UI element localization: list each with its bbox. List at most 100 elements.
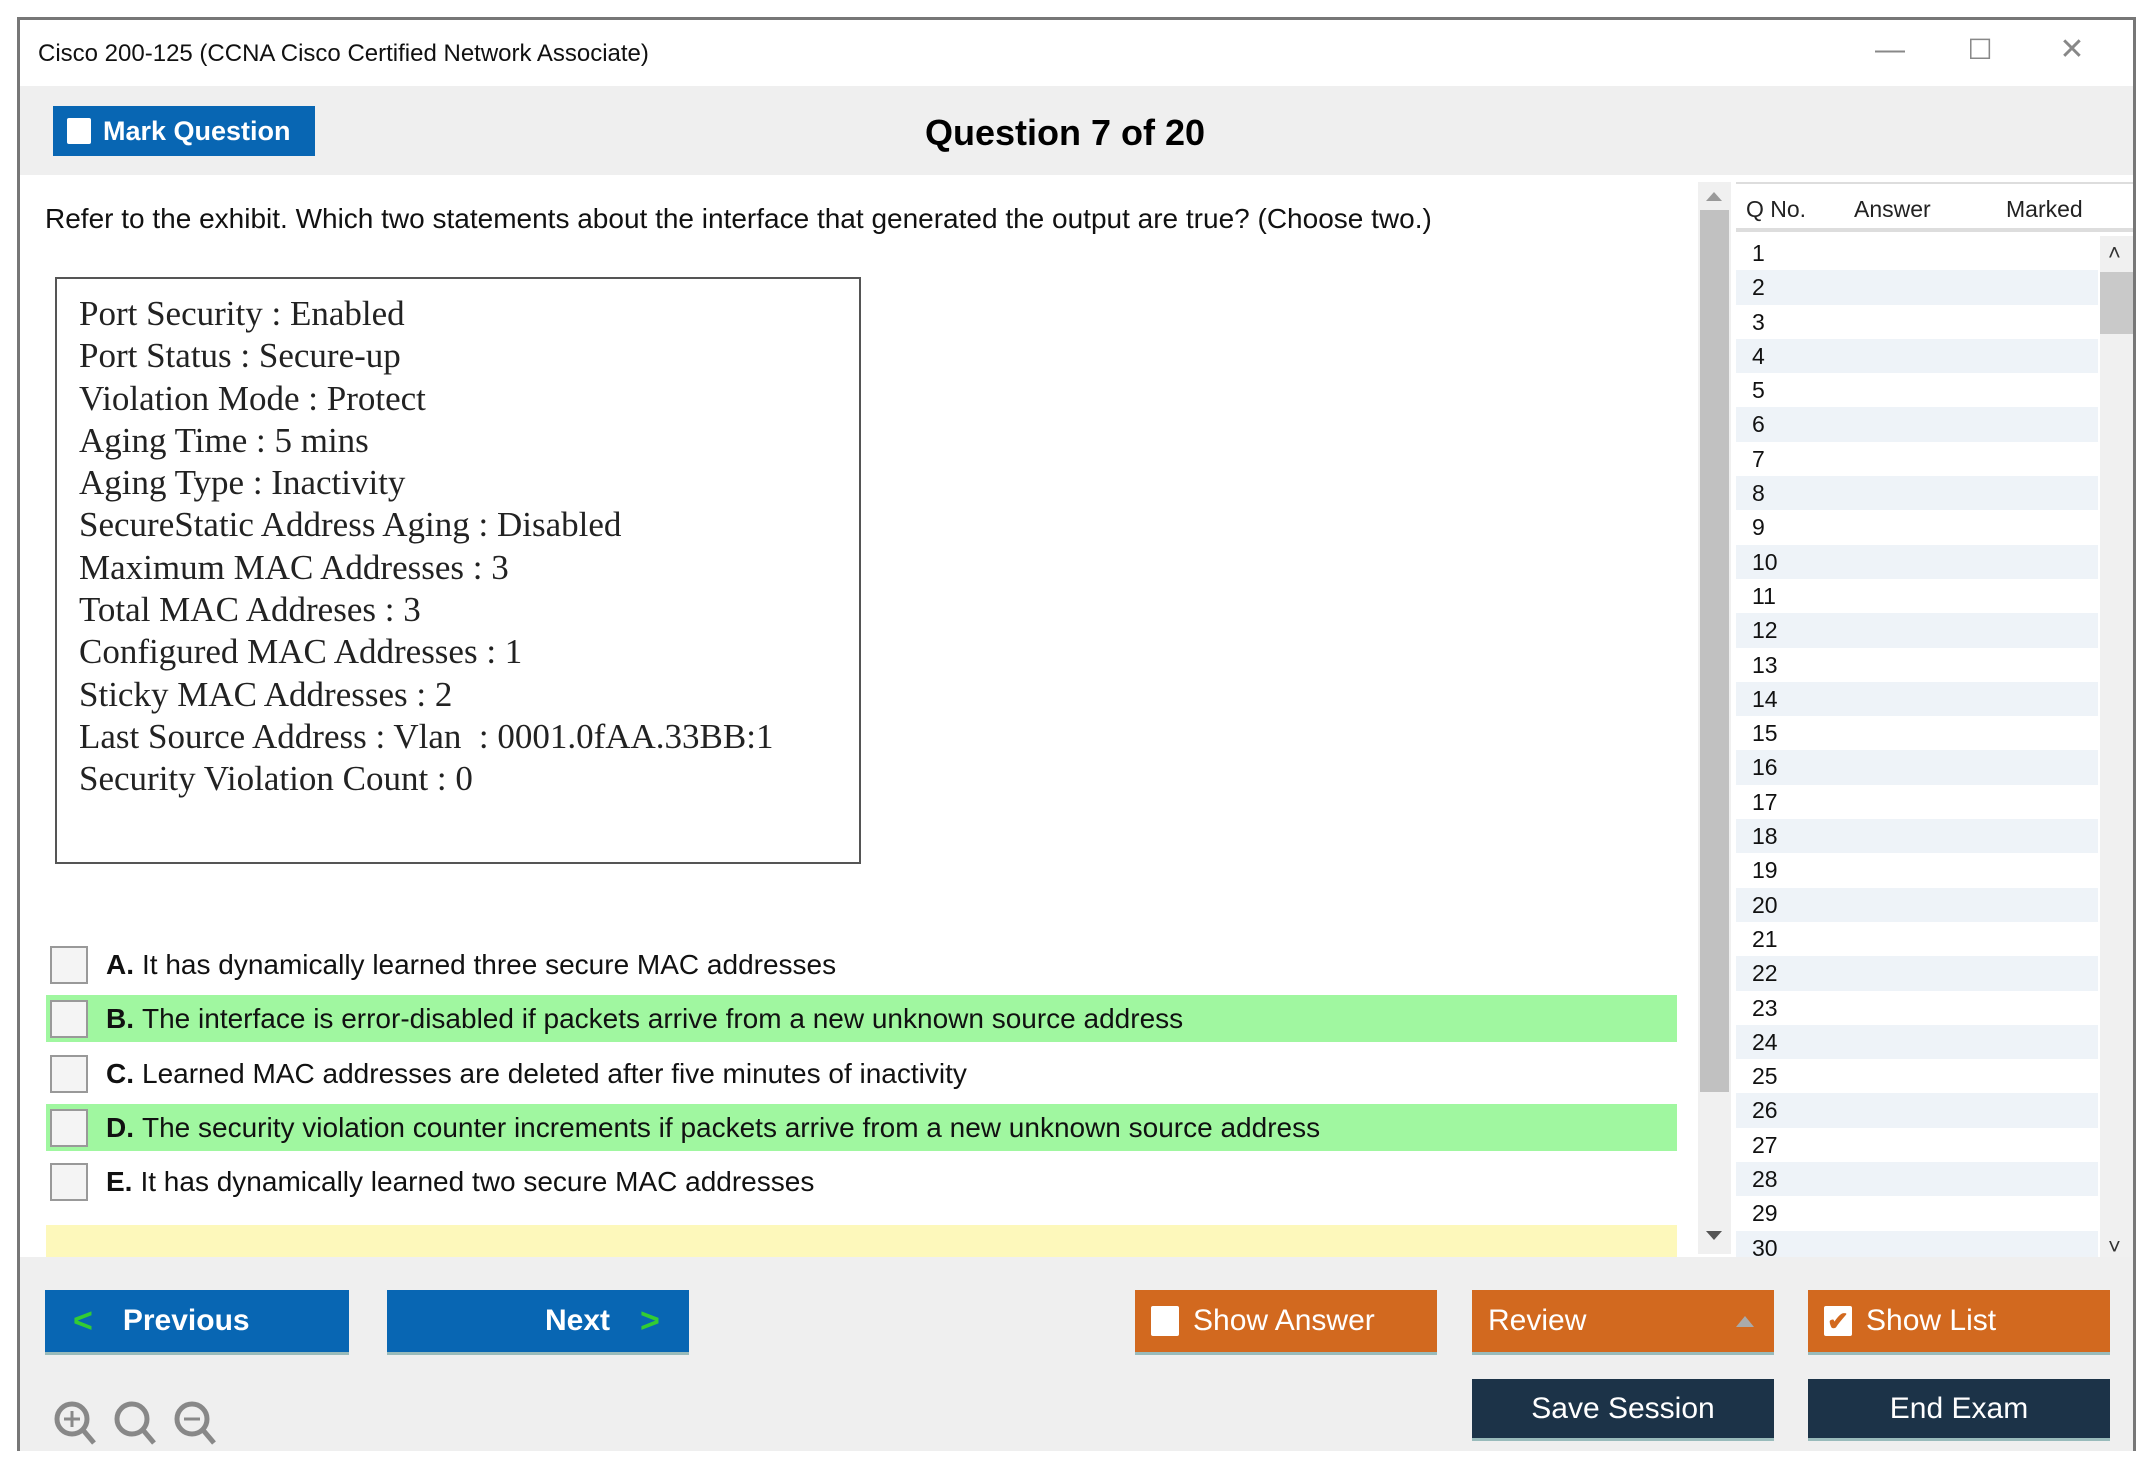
- option-text: It has dynamically learned three secure …: [142, 948, 837, 980]
- next-label: Next: [545, 1304, 611, 1337]
- list-row[interactable]: 11: [1752, 582, 1776, 609]
- option-checkbox[interactable]: [50, 1108, 88, 1147]
- window-title: Cisco 200-125 (CCNA Cisco Certified Netw…: [38, 40, 649, 67]
- option-checkbox[interactable]: [50, 1162, 88, 1201]
- show-answer-button[interactable]: Show Answer: [1135, 1290, 1437, 1355]
- header-marked[interactable]: Marked: [2006, 196, 2083, 222]
- explanation-area: [46, 1225, 1677, 1257]
- question-text: Refer to the exhibit. Which two statemen…: [45, 203, 1432, 234]
- option-checkbox[interactable]: [50, 945, 88, 984]
- chevron-left-icon: <: [73, 1301, 93, 1340]
- chevron-down-icon[interactable]: ˅: [2108, 1234, 2121, 1259]
- option-text: The interface is error-disabled if packe…: [142, 1002, 1184, 1034]
- chevron-up-icon[interactable]: ˄: [2108, 240, 2121, 265]
- answer-option[interactable]: B. The interface is error-disabled if pac…: [46, 995, 1677, 1042]
- list-row[interactable]: 3: [1752, 308, 1765, 335]
- list-row[interactable]: 8: [1736, 476, 2098, 511]
- answer-option[interactable]: C. Learned MAC addresses are deleted afte…: [46, 1050, 1677, 1097]
- mark-question-button[interactable]: Mark Question: [53, 106, 315, 156]
- list-row[interactable]: 5: [1752, 377, 1765, 404]
- scroll-up-icon[interactable]: [1706, 192, 1722, 201]
- show-list-button[interactable]: ✔ Show List: [1808, 1290, 2110, 1355]
- list-row[interactable]: 17: [1752, 788, 1778, 815]
- checkbox-icon: [67, 118, 91, 144]
- list-row[interactable]: 9: [1752, 514, 1765, 541]
- list-row[interactable]: 25: [1752, 1063, 1778, 1090]
- list-row[interactable]: 16: [1736, 750, 2098, 785]
- maximize-icon[interactable]: ☐: [1967, 34, 1993, 65]
- header-answer[interactable]: Answer: [1854, 196, 1931, 222]
- exhibit-line: Maximum MAC Addresses : 3: [79, 547, 509, 587]
- list-row[interactable]: 24: [1736, 1024, 2098, 1060]
- list-row[interactable]: 29: [1752, 1200, 1778, 1227]
- app-window: Cisco 200-125 (CCNA Cisco Certified Netw…: [17, 17, 2136, 1451]
- exhibit-line: Configured MAC Addresses : 1: [79, 632, 523, 672]
- bottom-toolbar: < Previous Next > Show Answer Review ✔ Show…: [20, 1257, 2133, 1451]
- option-checkbox[interactable]: [50, 999, 88, 1038]
- exhibit-line: Violation Mode : Protect: [79, 378, 426, 418]
- title-bar: Cisco 200-125 (CCNA Cisco Certified Netw…: [20, 20, 2133, 86]
- list-row[interactable]: 10: [1736, 544, 2098, 579]
- list-row[interactable]: 12: [1736, 613, 2098, 648]
- list-row[interactable]: 1: [1752, 240, 1765, 266]
- exhibit-line: Last Source Address : Vlan : 0001.0fAA.3…: [79, 716, 774, 756]
- review-button[interactable]: Review: [1472, 1290, 1774, 1355]
- list-row[interactable]: 4: [1736, 338, 2098, 374]
- list-row[interactable]: 26: [1736, 1093, 2098, 1128]
- option-letter: C.: [106, 1057, 134, 1089]
- zoom-out-icon[interactable]: [174, 1401, 216, 1445]
- exhibit-box: Port Security : Enabled Port Status : Sec…: [55, 277, 861, 864]
- list-row[interactable]: 6: [1736, 407, 2098, 442]
- scroll-down-icon[interactable]: [1706, 1231, 1722, 1240]
- end-exam-button[interactable]: End Exam: [1808, 1379, 2110, 1441]
- list-row[interactable]: 28: [1736, 1162, 2098, 1197]
- list-scrollbar-thumb[interactable]: [2100, 272, 2133, 334]
- option-letter: E.: [106, 1165, 133, 1197]
- show-list-label: Show List: [1866, 1304, 1997, 1337]
- end-exam-label: End Exam: [1889, 1391, 2029, 1425]
- option-text: It has dynamically learned two secure MA…: [140, 1165, 815, 1197]
- list-row[interactable]: 18: [1736, 819, 2098, 854]
- list-row[interactable]: 23: [1752, 994, 1778, 1021]
- save-session-label: Save Session: [1531, 1391, 1715, 1425]
- chevron-right-icon: >: [640, 1301, 660, 1340]
- list-row[interactable]: 19: [1752, 857, 1778, 884]
- previous-label: Previous: [122, 1304, 250, 1337]
- exhibit-line: SecureStatic Address Aging : Disabled: [79, 505, 622, 545]
- zoom-reset-icon[interactable]: [114, 1401, 156, 1445]
- list-row[interactable]: 20: [1736, 887, 2098, 922]
- save-session-button[interactable]: Save Session: [1472, 1379, 1774, 1441]
- answer-option[interactable]: D. The security violation counter increme…: [46, 1104, 1677, 1151]
- list-row[interactable]: 21: [1752, 925, 1778, 952]
- option-checkbox[interactable]: [50, 1054, 88, 1093]
- question-list: 1 2 3 4 5 6 7 8 9 10 11 12 13 14 15 16 17 18 19 20 21 22 23 24 2…: [1736, 236, 2098, 1265]
- list-row[interactable]: 22: [1736, 956, 2098, 991]
- option-letter: B.: [106, 1002, 134, 1034]
- question-header: Mark Question Question 7 of 20: [20, 86, 2133, 175]
- list-row[interactable]: 15: [1752, 720, 1778, 747]
- list-row[interactable]: 13: [1752, 651, 1778, 678]
- checkbox-icon: [1151, 1306, 1179, 1336]
- list-row[interactable]: 14: [1736, 681, 2098, 717]
- close-icon[interactable]: ✕: [2059, 33, 2085, 66]
- zoom-controls: [54, 1401, 216, 1445]
- show-answer-label: Show Answer: [1193, 1304, 1375, 1337]
- scrollbar-thumb[interactable]: [1700, 210, 1729, 1092]
- list-row[interactable]: 27: [1752, 1131, 1778, 1158]
- triangle-up-icon: [1736, 1316, 1754, 1327]
- list-row[interactable]: 7: [1752, 445, 1765, 472]
- minimize-icon[interactable]: —: [1875, 33, 1905, 66]
- option-text: Learned MAC addresses are deleted after …: [142, 1057, 967, 1089]
- list-row[interactable]: 2: [1736, 270, 2098, 305]
- next-button[interactable]: Next >: [387, 1290, 689, 1355]
- answer-option[interactable]: E. It has dynamically learned two secure …: [46, 1158, 1677, 1205]
- header-qno[interactable]: Q No.: [1746, 196, 1807, 222]
- list-header: Q No. Answer Marked: [1736, 184, 2133, 232]
- zoom-in-icon[interactable]: [54, 1401, 96, 1445]
- list-scrollbar[interactable]: ˄ ˅: [2100, 236, 2133, 1262]
- option-letter: A.: [106, 948, 134, 980]
- option-letter: D.: [106, 1111, 134, 1143]
- answer-option[interactable]: A. It has dynamically learned three secur…: [46, 941, 1677, 988]
- exhibit-line: Total MAC Addreses : 3: [79, 590, 421, 630]
- previous-button[interactable]: < Previous: [45, 1290, 349, 1355]
